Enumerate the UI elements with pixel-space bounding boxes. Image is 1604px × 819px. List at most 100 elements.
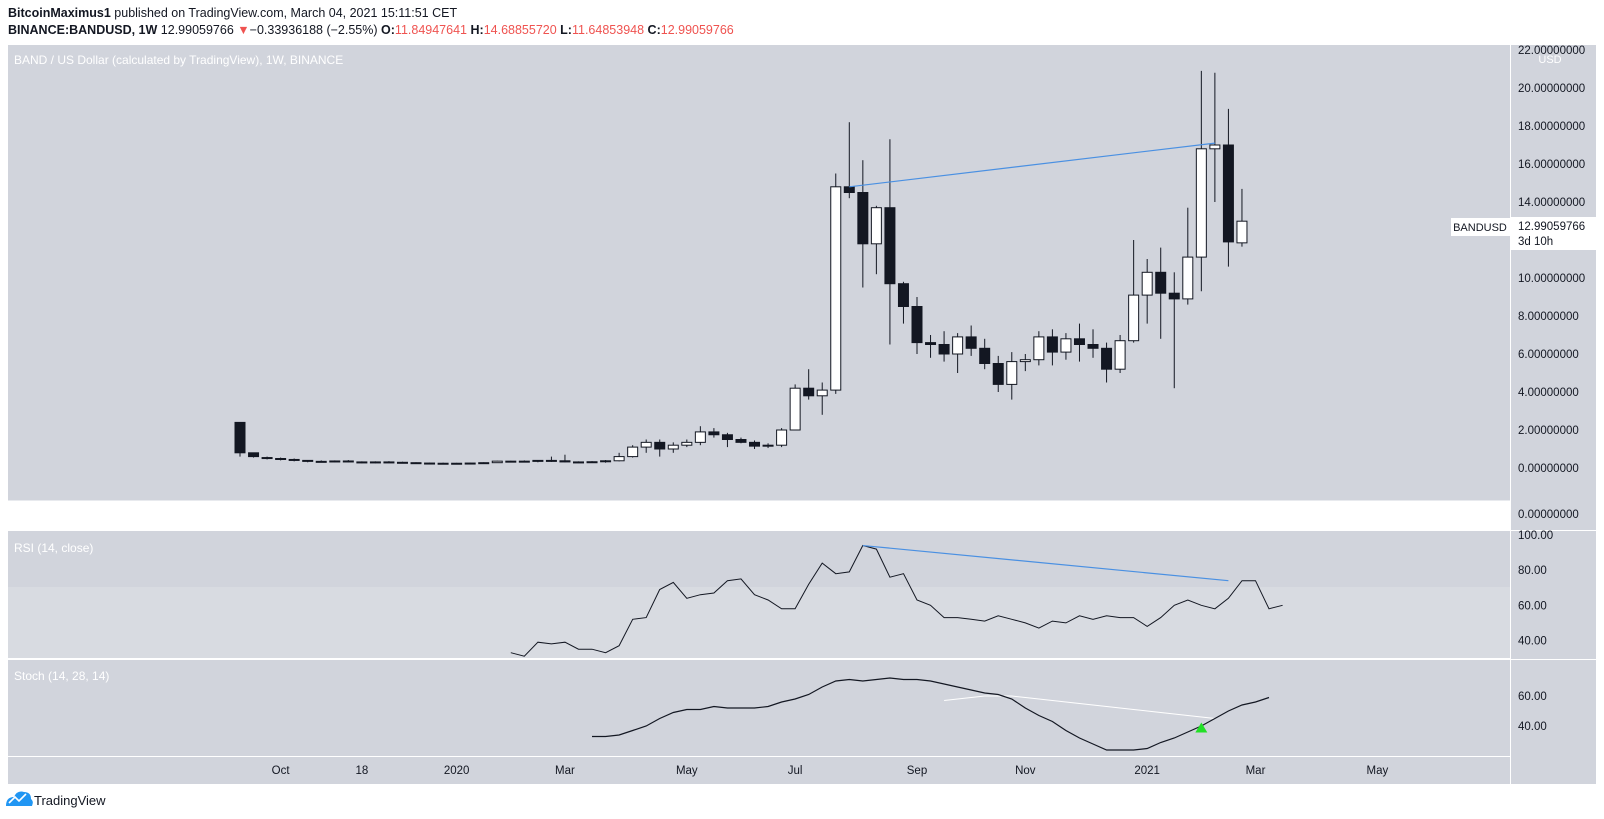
candle-down xyxy=(356,461,368,464)
candle-down xyxy=(938,344,950,355)
time-tick-label: Mar xyxy=(555,765,575,777)
tradingview-cloud-icon xyxy=(6,791,33,806)
candle-down xyxy=(992,363,1004,385)
open-label: O: xyxy=(381,23,395,37)
time-tick-label: Sep xyxy=(907,765,927,777)
candle-down xyxy=(342,460,354,463)
candle-down xyxy=(383,461,395,464)
candle-up xyxy=(1182,256,1194,300)
candle-down xyxy=(234,421,246,454)
time-tick-label: May xyxy=(1366,765,1388,777)
time-tick-label: 2020 xyxy=(444,765,470,777)
candle-down xyxy=(248,452,260,458)
rsi-tick-label: 100.00 xyxy=(1518,530,1553,542)
footer-brand: TradingView xyxy=(34,793,106,808)
rsi-band xyxy=(8,587,1510,658)
candle-up xyxy=(518,460,530,463)
price-tick-label: 0.00000000 xyxy=(1518,509,1579,521)
candle-down xyxy=(410,462,422,465)
stoch-d-line[interactable] xyxy=(944,695,1215,719)
open-value: 11.84947641 xyxy=(395,23,467,37)
stoch-k-line[interactable] xyxy=(592,677,1270,751)
price-tick-label: 20.00000000 xyxy=(1518,83,1585,95)
candle-up xyxy=(681,441,693,446)
high-value: 14.68855720 xyxy=(484,23,557,37)
candle-up xyxy=(870,207,882,245)
close-label: C: xyxy=(648,23,661,37)
candle-down xyxy=(965,336,977,349)
tradingview-chart-icon xyxy=(8,793,27,804)
candle-down xyxy=(884,207,896,285)
candle-up xyxy=(1006,361,1018,385)
candle-down xyxy=(979,347,991,364)
currency-label[interactable]: USD xyxy=(1538,54,1561,66)
time-tick-label: Oct xyxy=(272,765,291,777)
candle-down xyxy=(505,460,517,463)
last-value: 12.99059766 xyxy=(161,23,234,37)
candle-up xyxy=(329,460,341,463)
candle-up xyxy=(1033,336,1045,361)
candle-down xyxy=(857,192,869,245)
tradingview-logo[interactable]: TradingView xyxy=(6,791,106,808)
candle-up xyxy=(776,429,788,446)
candle-up xyxy=(1019,359,1031,363)
candle-down xyxy=(573,461,584,464)
author-name[interactable]: BitcoinMaximus1 xyxy=(8,6,111,20)
low-label: L: xyxy=(560,23,572,37)
candle-up xyxy=(1236,220,1248,244)
time-tick-label: 2021 xyxy=(1134,765,1160,777)
candle-down xyxy=(708,431,720,436)
stoch-layer xyxy=(592,677,1270,751)
rsi-line[interactable] xyxy=(510,544,1283,657)
candle-down xyxy=(803,387,815,397)
rsi-tick-label: 80.00 xyxy=(1518,565,1547,577)
price-trendline[interactable] xyxy=(849,142,1215,188)
price-tag[interactable]: BANDUSD 12.99059766 3d 10h xyxy=(1451,217,1596,250)
buy-signal-triangle-icon xyxy=(1195,722,1208,733)
time-tick-label: Jul xyxy=(788,765,803,777)
header-line-2: BINANCE:BANDUSD, 1W 12.99059766 ▼−0.3393… xyxy=(8,23,734,37)
main-legend[interactable]: BAND / US Dollar (calculated by TradingV… xyxy=(14,53,343,67)
candle-up xyxy=(640,441,652,448)
price-tag-value: 12.99059766 xyxy=(1518,221,1585,233)
candle-down xyxy=(1101,347,1113,370)
candle-down xyxy=(275,458,287,460)
rsi-layer xyxy=(510,544,1283,657)
candle-down xyxy=(843,186,855,194)
price-tick-label: 0.00000000 xyxy=(1518,463,1579,475)
candle-up xyxy=(613,456,625,462)
candle-down xyxy=(396,461,408,464)
price-axis[interactable] xyxy=(1510,45,1596,784)
candle-up xyxy=(478,462,490,465)
candle-up xyxy=(491,460,503,464)
candle-up xyxy=(1195,148,1207,258)
change-value: −0.33936188 (−2.55%) xyxy=(250,23,378,37)
change-arrow: ▼ xyxy=(237,23,249,37)
candle-down xyxy=(424,462,436,465)
price-tick-label: 22.00000000 xyxy=(1518,45,1585,57)
time-tick-label: Nov xyxy=(1015,765,1036,777)
candle-up xyxy=(586,461,598,464)
price-tick-label: 10.00000000 xyxy=(1518,273,1585,285)
candle-up xyxy=(1060,338,1072,353)
candle-up xyxy=(369,461,381,464)
candle-down xyxy=(1087,344,1099,349)
time-axis[interactable] xyxy=(8,756,1510,784)
stoch-legend[interactable]: Stoch (14, 28, 14) xyxy=(14,669,109,683)
candles xyxy=(234,70,1248,465)
candle-down xyxy=(261,457,273,460)
rsi-legend[interactable]: RSI (14, close) xyxy=(14,541,93,555)
candle-up xyxy=(1114,340,1126,370)
candle-down xyxy=(1155,271,1167,294)
time-tick-label: 18 xyxy=(355,765,368,777)
header-line-1: BitcoinMaximus1 published on TradingView… xyxy=(8,6,457,20)
stoch-axis-labels: 40.00 60.00 xyxy=(1518,691,1547,733)
candle-up xyxy=(1141,271,1153,296)
candle-up xyxy=(830,186,842,391)
candle-up xyxy=(789,387,801,431)
published-info: published on TradingView.com, March 04, … xyxy=(111,6,458,20)
rsi-trendline[interactable] xyxy=(862,544,1229,582)
main-pane[interactable] xyxy=(8,45,1510,501)
time-axis-labels: Oct 18 2020 Mar May Jul Sep Nov 2021 Mar May xyxy=(272,765,1389,777)
